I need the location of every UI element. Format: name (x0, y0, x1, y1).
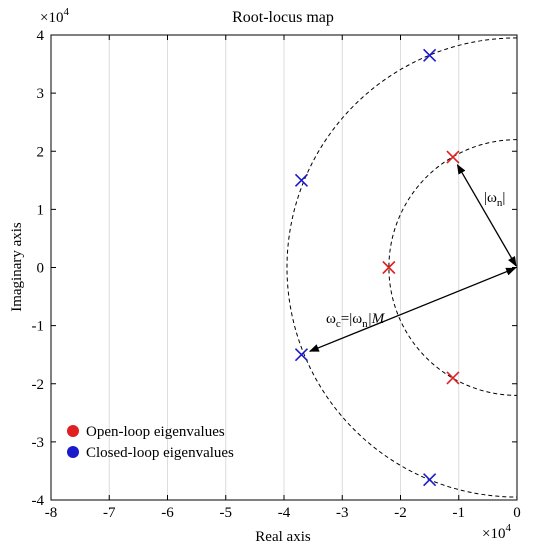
legend-label-open-loop: Open-loop eigenvalues (86, 424, 225, 440)
x-tick-label: -5 (220, 505, 233, 521)
y-axis-title: Imaginary axis (9, 222, 25, 312)
annotation-omega-c-mid: =|ω (341, 311, 362, 327)
circle-layer (286, 37, 518, 498)
marker-stroke (294, 173, 309, 187)
locus-circle (286, 37, 518, 498)
x-tick-label: 0 (513, 505, 521, 521)
locus-circle (388, 139, 518, 396)
annotation-omega-n-main: |ω (484, 190, 497, 206)
x-tick-label: -6 (161, 505, 174, 521)
y-tick-label: -3 (32, 435, 45, 451)
marker-stroke (423, 473, 437, 487)
annotation-omega-n-tail: | (502, 190, 505, 206)
closed-loop-eigenvalue (423, 473, 437, 487)
annotation-omega-c-tail: |M (368, 311, 386, 327)
x-axis-title: Real axis (255, 529, 311, 545)
x-tick-label: -2 (394, 505, 407, 521)
annotation-omega-c-sub: c (336, 318, 341, 330)
x-multiplier-base: ×10 (482, 526, 505, 542)
marker-stroke (446, 150, 460, 164)
marker-stroke (446, 371, 460, 385)
y-tick-label: 0 (37, 261, 45, 277)
x-multiplier: ×104 (482, 522, 511, 542)
annotation-arrow (308, 267, 517, 352)
y-tick-label: -2 (32, 377, 45, 393)
marker-stroke (382, 260, 396, 275)
y-multiplier-exp: 4 (63, 6, 69, 18)
marker-layer (294, 48, 460, 487)
y-tick-label: 3 (37, 86, 45, 102)
x-tick-label: -4 (278, 505, 291, 521)
y-tick-label: 2 (37, 144, 45, 160)
x-tick-label: -3 (336, 505, 349, 521)
annotation-arrow (456, 163, 517, 267)
y-tick-label: -4 (32, 493, 45, 509)
closed-loop-eigenvalue (294, 173, 309, 187)
x-tick-label: -1 (453, 505, 466, 521)
open-loop-eigenvalue (446, 371, 460, 385)
y-multiplier: ×104 (40, 6, 69, 26)
grid-layer (108, 35, 460, 500)
legend: Open-loop eigenvalues Closed-loop eigenv… (67, 424, 234, 461)
legend-marker-closed-loop (67, 446, 79, 458)
y-tick-label: 1 (37, 202, 45, 218)
arrow-layer (308, 163, 517, 352)
annotation-omega-c-sub2: n (362, 318, 368, 330)
y-tick-label: -1 (32, 319, 45, 335)
tick-layer: -8 -7 -6 -5 -4 -3 -2 -1 0 -4 -3 -2 -1 0 1 2 3 4 (32, 28, 521, 521)
x-multiplier-exp: 4 (505, 522, 511, 534)
legend-marker-open-loop (67, 425, 79, 437)
y-tick-label: 4 (37, 28, 45, 44)
marker-stroke (423, 48, 437, 62)
y-multiplier-base: ×10 (40, 10, 63, 26)
legend-label-closed-loop: Closed-loop eigenvalues (86, 445, 234, 461)
x-tick-label: -7 (103, 505, 116, 521)
annotation-omega-n: |ωn| (484, 190, 505, 209)
closed-loop-eigenvalue (294, 348, 309, 362)
x-tick-label: -8 (45, 505, 58, 521)
annotation-omega-c-main: ω (326, 311, 336, 327)
annotation-omega-n-sub: n (497, 197, 503, 209)
marker-stroke (294, 348, 309, 362)
annotation-omega-c: ωc=|ωn|M (326, 311, 386, 330)
open-loop-eigenvalue (446, 150, 460, 164)
chart-title: Root-locus map (232, 9, 334, 26)
open-loop-eigenvalue (382, 260, 396, 275)
closed-loop-eigenvalue (423, 48, 437, 62)
